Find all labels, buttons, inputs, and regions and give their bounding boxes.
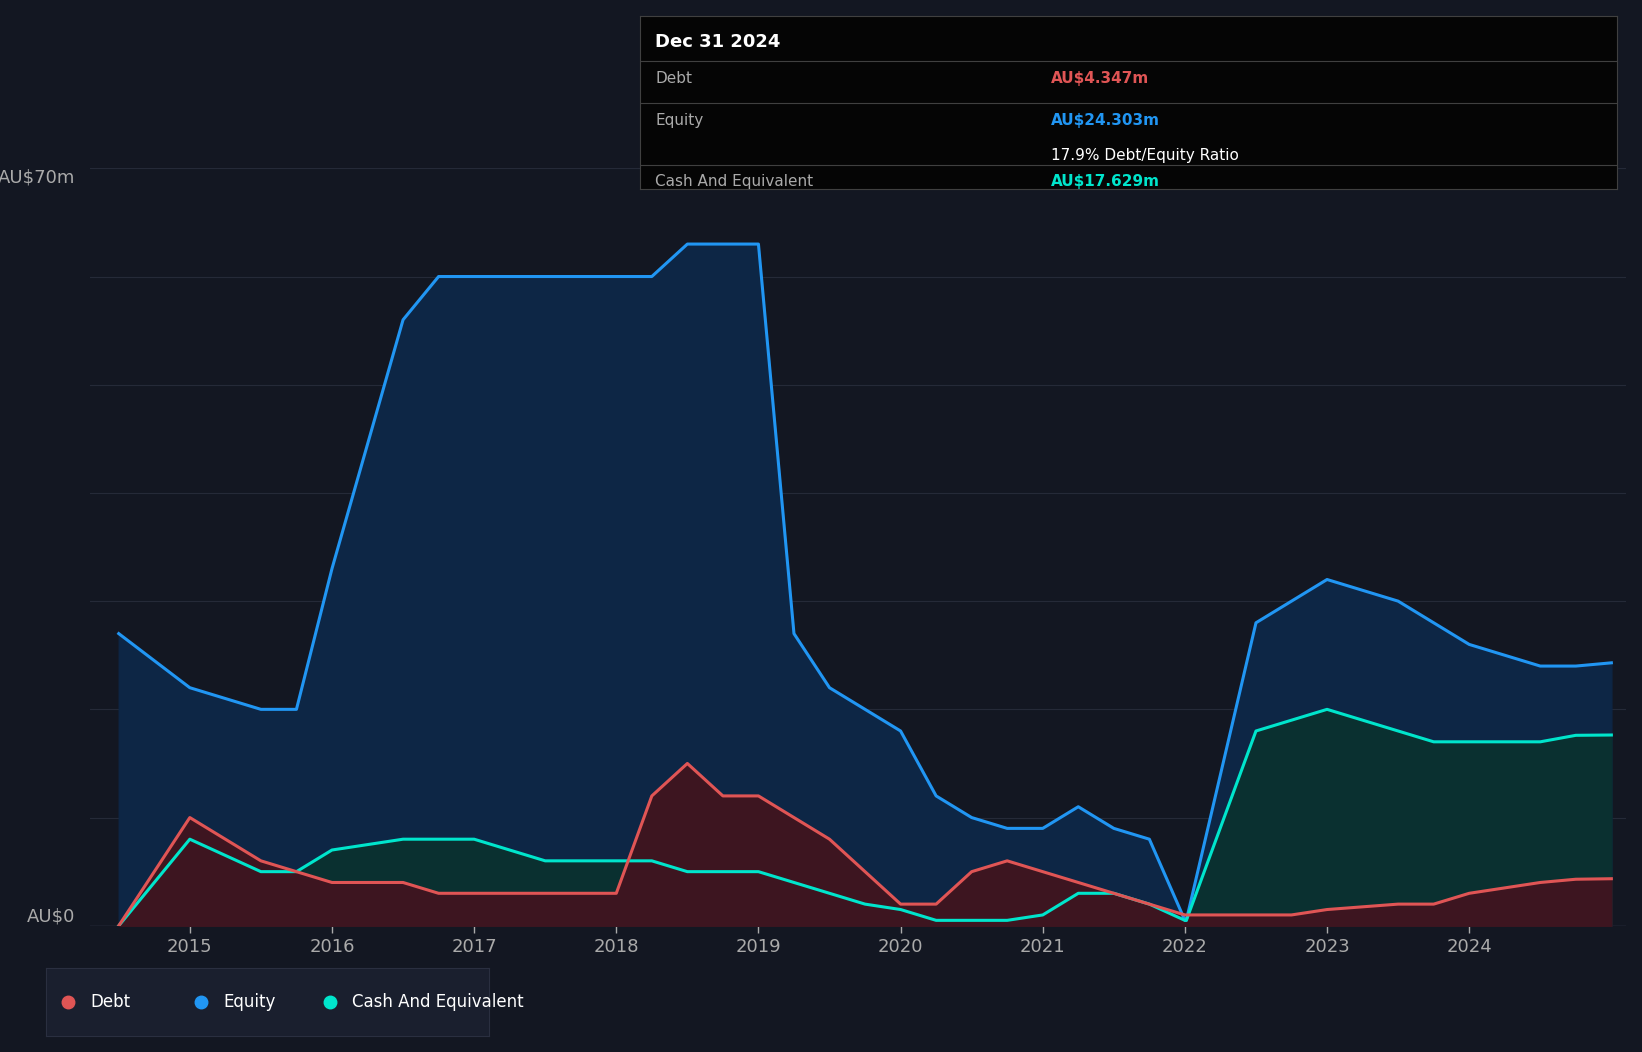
Text: Debt: Debt bbox=[90, 993, 130, 1011]
Text: Equity: Equity bbox=[223, 993, 276, 1011]
Text: Dec 31 2024: Dec 31 2024 bbox=[655, 33, 780, 52]
Text: AU$17.629m: AU$17.629m bbox=[1051, 174, 1159, 188]
Text: Cash And Equivalent: Cash And Equivalent bbox=[351, 993, 524, 1011]
Text: 17.9% Debt/Equity Ratio: 17.9% Debt/Equity Ratio bbox=[1051, 147, 1238, 163]
Text: Cash And Equivalent: Cash And Equivalent bbox=[655, 174, 813, 188]
Text: AU$4.347m: AU$4.347m bbox=[1051, 72, 1149, 86]
Text: AU$24.303m: AU$24.303m bbox=[1051, 113, 1159, 128]
Text: Debt: Debt bbox=[655, 72, 691, 86]
Text: AU$70m: AU$70m bbox=[0, 168, 76, 186]
Text: AU$0: AU$0 bbox=[26, 908, 76, 926]
Text: Equity: Equity bbox=[655, 113, 703, 128]
